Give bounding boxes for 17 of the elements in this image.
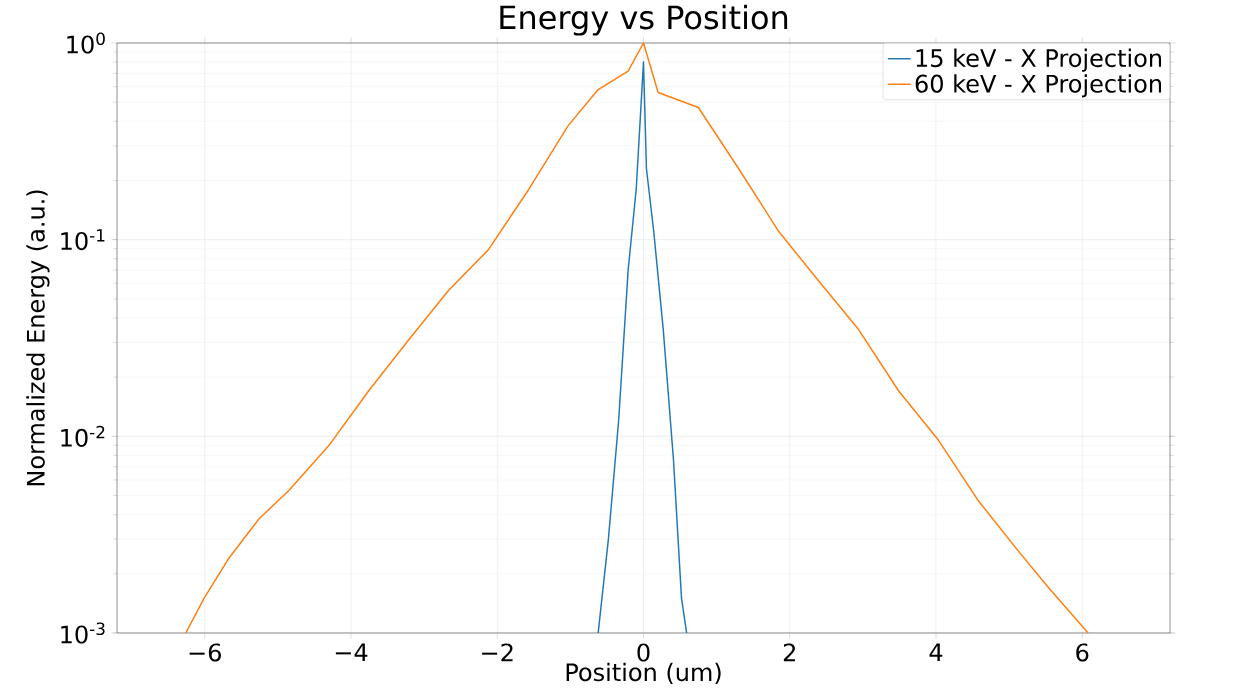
- legend-label: 15 keV - X Projection: [916, 48, 1162, 72]
- line-series: [597, 61, 688, 633]
- x-tick-label: 4: [929, 643, 943, 661]
- x-axis-title: Position (um): [566, 662, 721, 685]
- x-tick-label: 0: [637, 643, 650, 662]
- x-tick-label: 6: [1076, 643, 1089, 662]
- x-tick-label: −6: [189, 643, 221, 662]
- x-tick-label: 2: [783, 643, 795, 662]
- y-tick-label: 10$^{-2}$: [61, 425, 105, 447]
- x-tick-label: −4: [335, 643, 368, 661]
- legend-label: 60 keV - X Projection: [915, 74, 1162, 98]
- y-tick-label: 10$^{-1}$: [61, 229, 105, 251]
- y-axis-title: Normalized Energy (a.u.): [26, 190, 50, 486]
- y-tick-label: 10$^{-3}$: [61, 622, 105, 644]
- x-tick-label: −2: [482, 643, 513, 662]
- chart-title: Energy vs Position: [500, 4, 788, 36]
- y-tick-label: 10$^{0}$: [67, 32, 105, 54]
